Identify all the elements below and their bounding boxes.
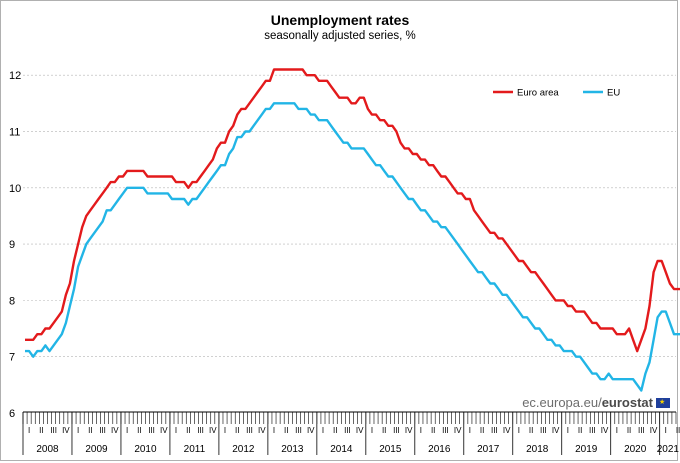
quarter-label: III	[197, 426, 204, 435]
quarter-label: IV	[405, 426, 413, 435]
year-label: 2011	[184, 444, 206, 455]
quarter-label: II	[284, 426, 288, 435]
year-label: 2014	[330, 444, 353, 455]
quarter-label: III	[344, 426, 351, 435]
quarter-label: IV	[650, 426, 658, 435]
year-label: 2008	[36, 444, 59, 455]
x-axis: I II III IV I II III IV I II III IV I II III IV I II III IV…	[22, 411, 680, 455]
y-tick-label: 11	[9, 126, 20, 138]
y-axis: 6 7 8 9 10 11 12	[9, 70, 21, 420]
quarter-label: II	[137, 426, 141, 435]
quarter-label: IV	[454, 426, 462, 435]
quarter-label: III	[540, 426, 547, 435]
y-tick-label: 9	[9, 239, 15, 251]
quarter-label: III	[295, 426, 302, 435]
quarter-label: III	[589, 426, 596, 435]
year-label: 2015	[379, 444, 402, 455]
quarter-label: I	[371, 426, 373, 435]
quarter-label: III	[99, 426, 106, 435]
quarter-label: IV	[62, 426, 70, 435]
quarter-label: I	[420, 426, 422, 435]
quarter-label: II	[431, 426, 435, 435]
year-label: 2010	[134, 444, 157, 455]
quarter-label: II	[186, 426, 190, 435]
quarter-label: IV	[503, 426, 511, 435]
year-label: 2020	[624, 444, 647, 455]
quarter-label: III	[442, 426, 449, 435]
quarter-label: IV	[209, 426, 217, 435]
quarter-label: I	[224, 426, 226, 435]
quarter-label: I	[616, 426, 618, 435]
quarter-label: I	[567, 426, 569, 435]
quarter-label: I	[175, 426, 177, 435]
eurostat-watermark: ec.europa.eu/eurostat	[522, 395, 670, 410]
y-tick-label: 7	[9, 352, 15, 364]
quarter-label: II	[39, 426, 43, 435]
y-tick-label: 12	[9, 70, 21, 82]
chart-subtitle: seasonally adjusted series, %	[264, 30, 416, 42]
watermark-brand: eurostat	[601, 395, 653, 410]
series-line	[25, 68, 680, 353]
quarter-label: IV	[160, 426, 168, 435]
quarter-label: I	[126, 426, 128, 435]
quarter-label: IV	[111, 426, 119, 435]
eu-flag-icon	[656, 398, 670, 408]
year-label: 2017	[477, 444, 500, 455]
quarter-label: IV	[307, 426, 315, 435]
quarter-label: III	[491, 426, 498, 435]
quarter-label: I	[665, 426, 667, 435]
quarter-label: II	[382, 426, 386, 435]
year-label: 2016	[428, 444, 451, 455]
quarter-label: II	[676, 426, 680, 435]
year-label: 2018	[526, 444, 549, 455]
series-lines	[25, 68, 680, 392]
y-tick-label: 10	[9, 183, 21, 195]
quarter-label: II	[333, 426, 337, 435]
quarter-label: II	[235, 426, 239, 435]
quarter-label: II	[627, 426, 631, 435]
quarter-label: III	[638, 426, 645, 435]
quarter-label: III	[393, 426, 400, 435]
legend-label: EU	[607, 88, 620, 99]
chart-title: Unemployment rates	[270, 12, 410, 28]
quarter-label: I	[518, 426, 520, 435]
year-label: 2009	[85, 444, 108, 455]
quarter-label: I	[469, 426, 471, 435]
quarter-label: III	[246, 426, 253, 435]
series-line	[25, 102, 680, 392]
quarter-label: IV	[356, 426, 364, 435]
quarter-label: IV	[258, 426, 266, 435]
quarter-label: IV	[552, 426, 560, 435]
year-label: 2019	[575, 444, 598, 455]
quarter-label: III	[50, 426, 57, 435]
year-label: 2012	[232, 444, 255, 455]
quarter-label: IV	[601, 426, 609, 435]
legend: Euro area EU	[493, 88, 620, 99]
quarter-label: III	[148, 426, 155, 435]
quarter-label: II	[480, 426, 484, 435]
year-label: 2013	[281, 444, 304, 455]
y-tick-label: 6	[9, 408, 15, 420]
quarter-label: I	[28, 426, 30, 435]
quarter-label: I	[322, 426, 324, 435]
quarter-label: II	[529, 426, 533, 435]
gridlines	[23, 74, 676, 357]
legend-label: Euro area	[517, 88, 559, 99]
quarter-label: I	[273, 426, 275, 435]
quarter-label: II	[578, 426, 582, 435]
quarter-label: I	[77, 426, 79, 435]
watermark-site: ec.europa.eu/	[522, 395, 602, 410]
y-tick-label: 8	[9, 295, 15, 307]
quarter-label: II	[88, 426, 92, 435]
year-label: 2021	[657, 444, 680, 455]
